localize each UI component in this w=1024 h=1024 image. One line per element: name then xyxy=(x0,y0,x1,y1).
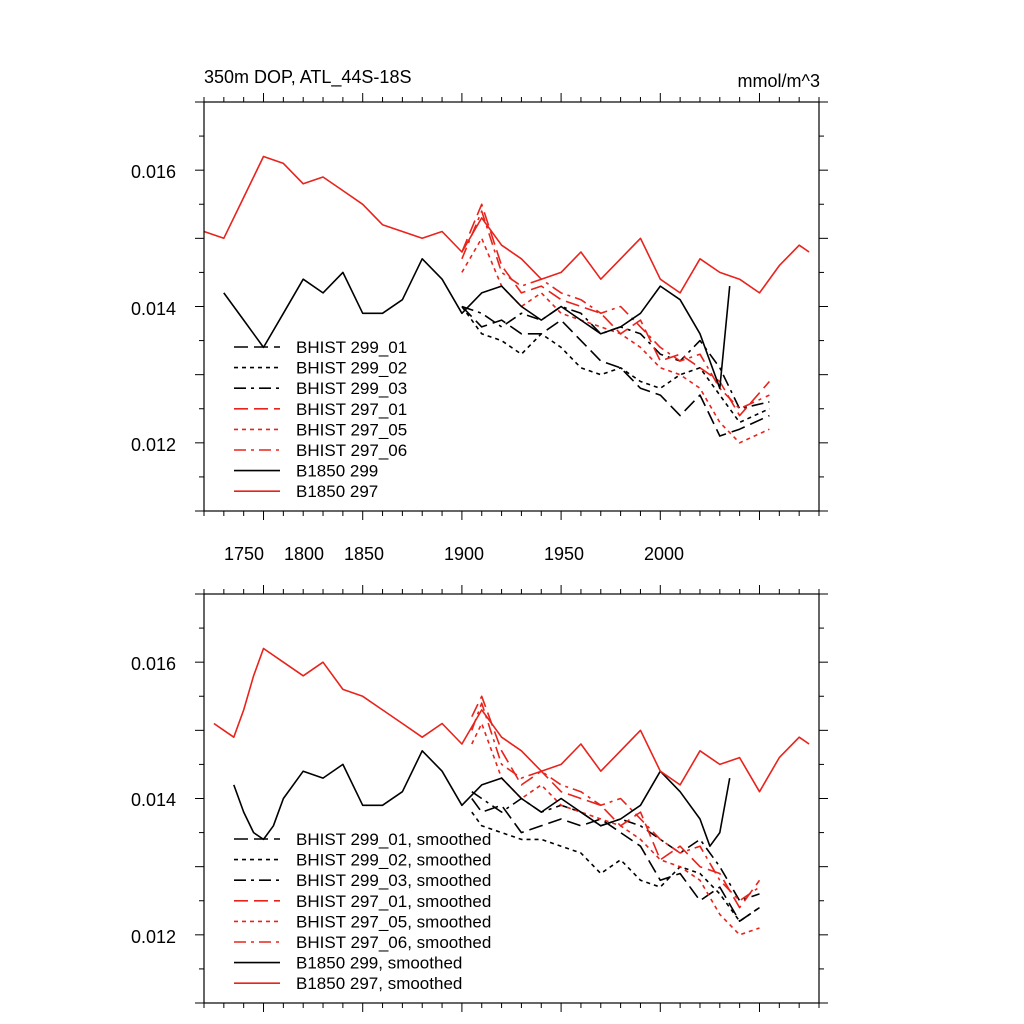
legend-label: B1850 297 xyxy=(296,482,378,501)
bottom-series-group xyxy=(213,647,810,936)
series-line-bhist-299-03 xyxy=(461,305,770,410)
legend-label: BHIST 299_03, smoothed xyxy=(296,871,491,890)
top-y-tick-label: 0.016 xyxy=(131,162,176,182)
top-x-tick-label: 1900 xyxy=(444,544,484,564)
top-chart-title: 350m DOP, ATL_44S-18S xyxy=(204,67,411,88)
panel-top: 350m DOP, ATL_44S-18S mmol/m^3 BHIST 299… xyxy=(131,67,828,564)
legend-label: BHIST 297_05 xyxy=(296,420,407,439)
bottom-legend: BHIST 299_01, smoothed BHIST 299_02, smoo… xyxy=(234,830,491,993)
series-line-bhist-299-02 xyxy=(461,306,770,424)
series-line-bhist-297-01 xyxy=(461,203,771,417)
series-line-bhist-299-01 xyxy=(461,305,770,437)
legend-label: BHIST 297_05, smoothed xyxy=(296,912,491,931)
legend-label: BHIST 299_02, smoothed xyxy=(296,851,491,870)
series-line-bhist-297-01-smoothed xyxy=(471,695,761,909)
legend-label: BHIST 299_01, smoothed xyxy=(296,830,491,849)
top-y-tick-label: 0.012 xyxy=(131,435,176,455)
legend-label: BHIST 299_01 xyxy=(296,338,407,357)
series-line-b1850-299 xyxy=(223,257,731,390)
legend-label: B1850 299, smoothed xyxy=(296,954,462,973)
series-line-bhist-299-03-smoothed xyxy=(471,791,760,902)
legend-label: BHIST 299_02 xyxy=(296,359,407,378)
top-ticks-group xyxy=(195,93,828,520)
series-line-bhist-297-06 xyxy=(461,210,770,410)
series-line-b1850-297-smoothed xyxy=(213,647,810,793)
top-chart-units: mmol/m^3 xyxy=(738,71,820,91)
top-x-tick-label: 1850 xyxy=(344,544,384,564)
legend-label: BHIST 297_06, smoothed xyxy=(296,933,491,952)
panel-bottom: BHIST 299_01, smoothed BHIST 299_02, smoo… xyxy=(131,585,828,1012)
top-series-group xyxy=(203,155,810,444)
legend-label: BHIST 299_03 xyxy=(296,379,407,398)
top-x-tick-label: 1750 xyxy=(224,544,264,564)
bottom-plot-frame xyxy=(203,593,820,1004)
legend-label: B1850 299 xyxy=(296,462,378,481)
series-line-bhist-299-02-smoothed xyxy=(471,811,760,923)
top-x-tick-label: 1800 xyxy=(284,544,324,564)
legend-label: BHIST 297_01, smoothed xyxy=(296,892,491,911)
legend-label: BHIST 297_06 xyxy=(296,441,407,460)
series-line-b1850-299-smoothed xyxy=(233,749,731,848)
top-x-tick-label: 1950 xyxy=(544,544,584,564)
bottom-y-tick-label: 0.014 xyxy=(131,790,176,810)
legend-label: B1850 297, smoothed xyxy=(296,974,462,993)
bottom-y-tick-label: 0.016 xyxy=(131,654,176,674)
series-line-bhist-297-05 xyxy=(461,237,770,444)
legend-label: BHIST 297_01 xyxy=(296,400,407,419)
top-y-tick-label: 0.014 xyxy=(131,299,176,319)
top-x-tick-label: 2000 xyxy=(644,544,684,564)
series-line-bhist-299-01-smoothed xyxy=(471,798,760,923)
bottom-y-tick-label: 0.012 xyxy=(131,927,176,947)
bottom-ticks-group xyxy=(195,585,828,1012)
series-line-b1850-297 xyxy=(203,155,810,294)
top-plot-frame xyxy=(203,101,820,512)
series-line-bhist-297-06-smoothed xyxy=(471,702,760,902)
